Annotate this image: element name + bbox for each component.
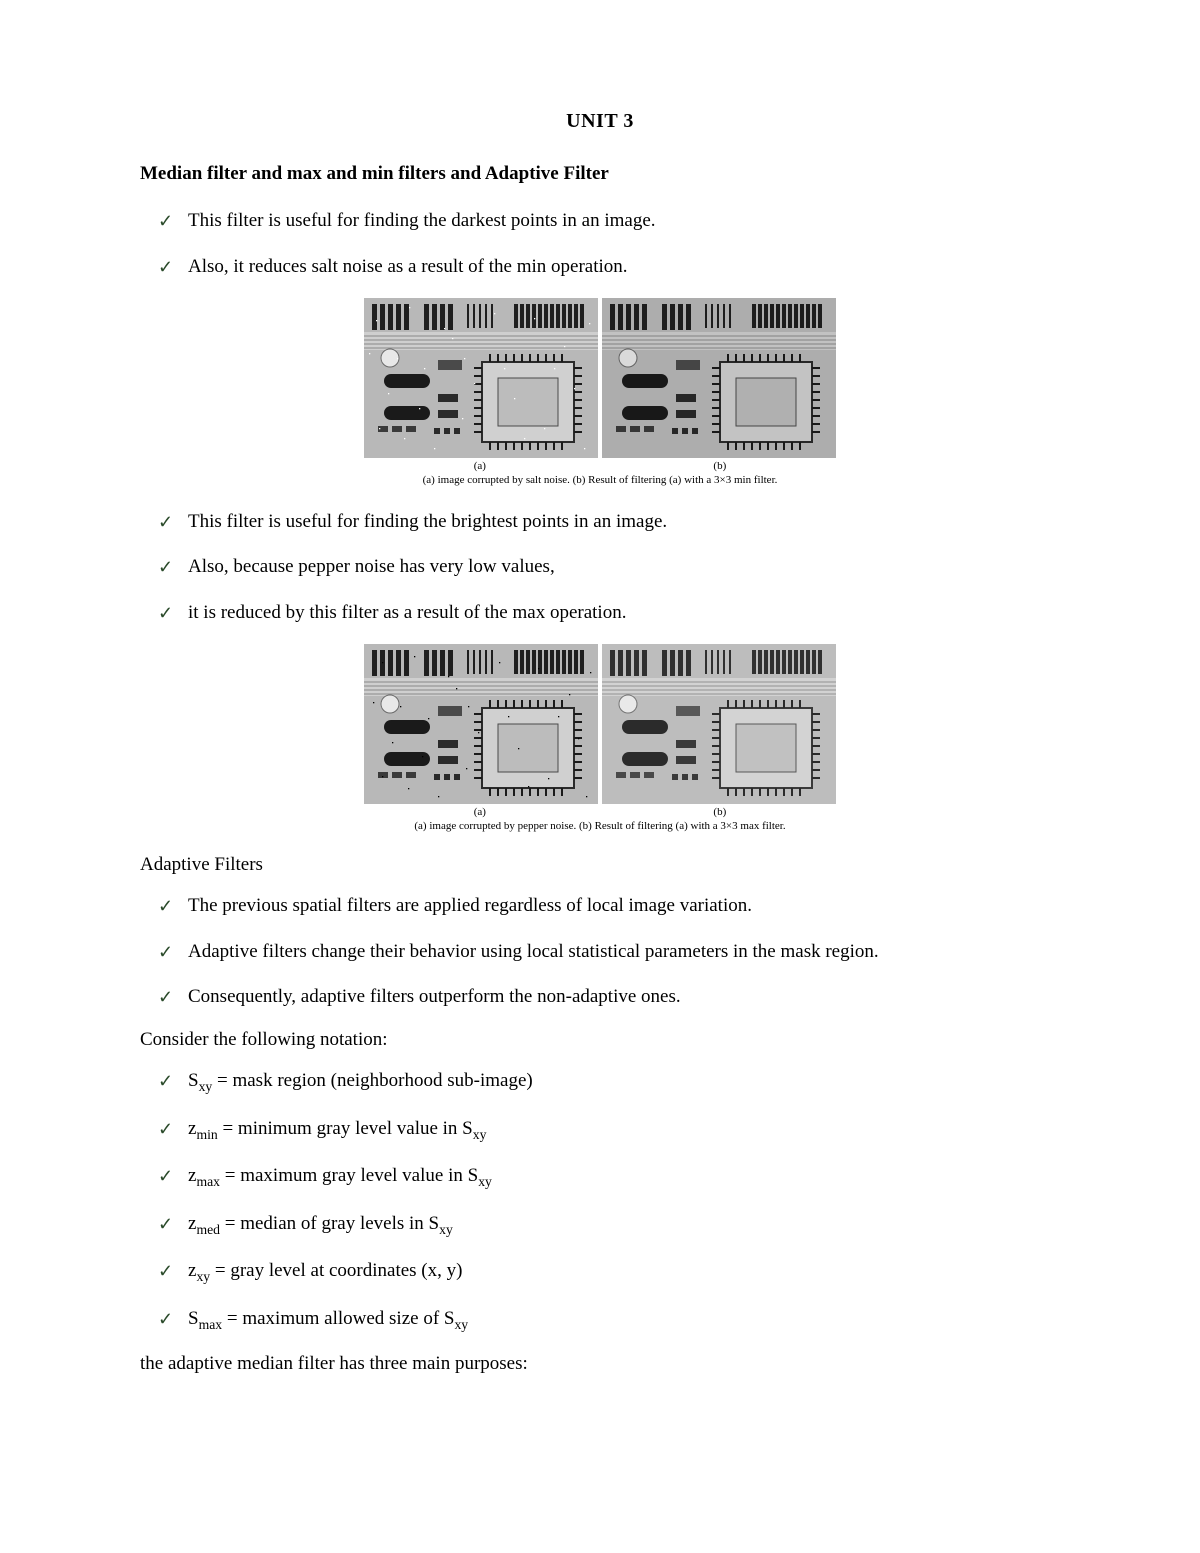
max-filter-bullets: ✓ This filter is useful for finding the … bbox=[140, 508, 1060, 627]
checkmark-icon: ✓ bbox=[158, 1163, 173, 1189]
bullet-text: This filter is useful for finding the br… bbox=[188, 511, 667, 532]
checkmark-icon: ✓ bbox=[158, 554, 173, 580]
checkmark-icon: ✓ bbox=[158, 984, 173, 1010]
notation-list: ✓ Sxy = mask region (neighborhood sub-ima… bbox=[140, 1067, 1060, 1335]
checkmark-icon: ✓ bbox=[158, 1211, 173, 1237]
list-item: ✓ Also, because pepper noise has very lo… bbox=[188, 553, 1060, 581]
checkmark-icon: ✓ bbox=[158, 509, 173, 535]
panel-label: (b) bbox=[713, 806, 726, 818]
checkmark-icon: ✓ bbox=[158, 893, 173, 919]
bullet-text: Consequently, adaptive filters outperfor… bbox=[188, 986, 681, 1007]
adaptive-heading: Adaptive Filters bbox=[140, 854, 1060, 876]
checkmark-icon: ✓ bbox=[158, 1116, 173, 1142]
adaptive-bullets: ✓ The previous spatial filters are appli… bbox=[140, 892, 1060, 1011]
checkmark-icon: ✓ bbox=[158, 1068, 173, 1094]
list-item: ✓zmed = median of gray levels in Sxy bbox=[188, 1210, 1060, 1240]
figure-caption: (a) image corrupted by salt noise. (b) R… bbox=[360, 474, 840, 488]
checkmark-icon: ✓ bbox=[158, 208, 173, 234]
bullet-text: The previous spatial filters are applied… bbox=[188, 895, 752, 916]
notation-intro: Consider the following notation: bbox=[140, 1029, 1060, 1051]
bullet-text: Also, it reduces salt noise as a result … bbox=[188, 256, 628, 277]
figure-panel-b bbox=[602, 298, 836, 458]
list-item: ✓Smax = maximum allowed size of Sxy bbox=[188, 1305, 1060, 1335]
notation-text: zmed = median of gray levels in Sxy bbox=[188, 1213, 453, 1234]
notation-text: Smax = maximum allowed size of Sxy bbox=[188, 1308, 468, 1329]
notation-text: Sxy = mask region (neighborhood sub-imag… bbox=[188, 1070, 533, 1091]
list-item: ✓zxy = gray level at coordinates (x, y) bbox=[188, 1257, 1060, 1287]
checkmark-icon: ✓ bbox=[158, 254, 173, 280]
list-item: ✓ it is reduced by this filter as a resu… bbox=[188, 599, 1060, 627]
bullet-text: This filter is useful for finding the da… bbox=[188, 210, 656, 231]
notation-text: zmax = maximum gray level value in Sxy bbox=[188, 1165, 492, 1186]
document-page: UNIT 3 Median filter and max and min fil… bbox=[0, 0, 1200, 1451]
list-item: ✓zmax = maximum gray level value in Sxy bbox=[188, 1162, 1060, 1192]
checkmark-icon: ✓ bbox=[158, 600, 173, 626]
notation-text: zmin = minimum gray level value in Sxy bbox=[188, 1118, 486, 1139]
figure-min-filter: (a) (b) (a) image corrupted by salt nois… bbox=[360, 298, 840, 488]
unit-title: UNIT 3 bbox=[140, 110, 1060, 133]
figure-caption: (a) image corrupted by pepper noise. (b)… bbox=[360, 820, 840, 834]
bullet-text: Adaptive filters change their behavior u… bbox=[188, 941, 879, 962]
list-item: ✓ The previous spatial filters are appli… bbox=[188, 892, 1060, 920]
figure-panel-a bbox=[364, 644, 598, 804]
panel-label: (b) bbox=[713, 460, 726, 472]
figure-panel-a bbox=[364, 298, 598, 458]
figure-panel-b bbox=[602, 644, 836, 804]
list-item: ✓zmin = minimum gray level value in Sxy bbox=[188, 1115, 1060, 1145]
list-item: ✓Sxy = mask region (neighborhood sub-ima… bbox=[188, 1067, 1060, 1097]
notation-text: zxy = gray level at coordinates (x, y) bbox=[188, 1260, 462, 1281]
list-item: ✓ Consequently, adaptive filters outperf… bbox=[188, 983, 1060, 1011]
list-item: ✓ This filter is useful for finding the … bbox=[188, 207, 1060, 235]
figure-max-filter: (a) (b) (a) image corrupted by pepper no… bbox=[360, 644, 840, 834]
checkmark-icon: ✓ bbox=[158, 1306, 173, 1332]
closing-line: the adaptive median filter has three mai… bbox=[140, 1353, 1060, 1375]
checkmark-icon: ✓ bbox=[158, 1258, 173, 1284]
bullet-text: it is reduced by this filter as a result… bbox=[188, 602, 626, 623]
panel-label: (a) bbox=[474, 806, 486, 818]
list-item: ✓ Adaptive filters change their behavior… bbox=[188, 938, 1060, 966]
checkmark-icon: ✓ bbox=[158, 939, 173, 965]
list-item: ✓ Also, it reduces salt noise as a resul… bbox=[188, 253, 1060, 281]
min-filter-bullets: ✓ This filter is useful for finding the … bbox=[140, 207, 1060, 280]
bullet-text: Also, because pepper noise has very low … bbox=[188, 556, 555, 577]
section-title: Median filter and max and min filters an… bbox=[140, 163, 1060, 185]
panel-label: (a) bbox=[474, 460, 486, 472]
list-item: ✓ This filter is useful for finding the … bbox=[188, 508, 1060, 536]
